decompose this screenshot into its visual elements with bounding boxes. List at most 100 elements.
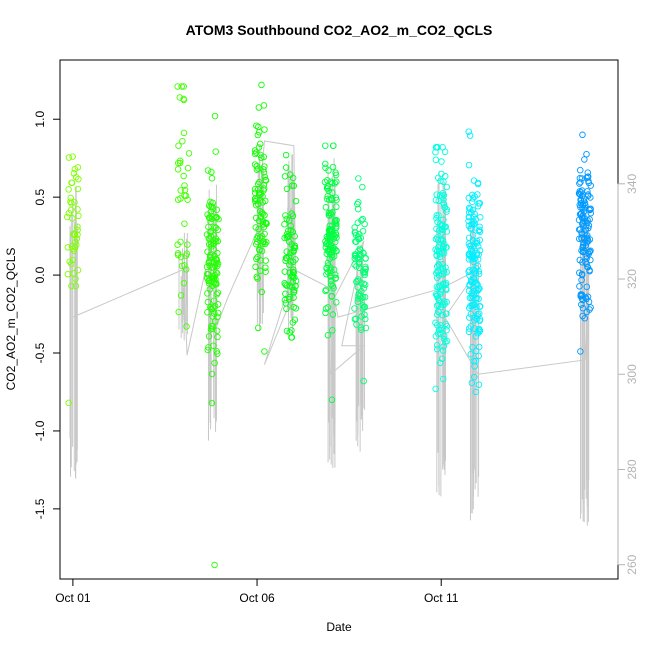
data-point	[362, 255, 369, 262]
data-point	[209, 263, 217, 271]
data-point	[586, 266, 593, 274]
data-point	[289, 268, 297, 276]
data-point	[72, 282, 80, 290]
data-point	[355, 230, 363, 238]
data-point	[587, 209, 594, 217]
data-point	[582, 226, 590, 233]
data-point	[437, 326, 444, 333]
data-point	[474, 262, 482, 270]
data-point	[180, 172, 187, 180]
data-point	[361, 271, 368, 279]
y-tick-label: -1.0	[33, 420, 47, 441]
data-point	[587, 256, 594, 264]
data-point	[443, 310, 450, 317]
data-point	[331, 180, 339, 187]
data-point	[324, 304, 332, 311]
data-point	[282, 151, 290, 159]
data-point	[433, 191, 440, 198]
data-point	[440, 196, 447, 203]
data-point	[354, 276, 362, 283]
data-point	[354, 298, 361, 306]
data-point	[256, 267, 264, 275]
y2-tick-label: 320	[625, 269, 639, 289]
data-point	[440, 201, 448, 208]
data-point	[174, 83, 181, 90]
data-point	[471, 316, 478, 324]
data-point	[433, 212, 440, 219]
data-point	[69, 256, 77, 264]
data-point	[252, 197, 259, 205]
data-point	[253, 240, 260, 248]
data-point	[439, 280, 447, 288]
data-point	[331, 217, 339, 225]
data-point	[74, 164, 82, 171]
data-point	[72, 173, 80, 181]
data-point	[261, 126, 268, 133]
data-point	[465, 194, 473, 202]
data-point	[256, 178, 263, 186]
data-point	[470, 287, 478, 295]
data-point	[208, 370, 216, 378]
data-point	[432, 148, 439, 156]
data-point	[213, 256, 220, 263]
data-point	[474, 191, 481, 198]
data-point	[65, 186, 72, 193]
data-point	[282, 281, 289, 288]
data-point	[326, 246, 334, 253]
data-points	[63, 81, 594, 569]
data-point	[322, 309, 329, 317]
data-point	[257, 190, 265, 198]
data-point	[213, 214, 220, 222]
data-point	[211, 237, 218, 244]
data-point	[262, 264, 269, 271]
data-point	[322, 305, 330, 312]
data-point	[435, 242, 443, 249]
data-point	[354, 200, 361, 208]
data-point	[260, 102, 268, 109]
data-point	[332, 230, 339, 237]
data-point	[211, 112, 219, 120]
data-point	[283, 185, 291, 193]
data-point	[332, 194, 340, 201]
data-point	[435, 197, 442, 205]
data-point	[575, 190, 583, 197]
data-point	[71, 231, 79, 239]
data-point	[285, 253, 293, 260]
data-point	[251, 150, 259, 158]
data-point	[443, 268, 450, 276]
data-point	[465, 325, 473, 332]
data-point	[474, 256, 482, 263]
data-point	[67, 198, 74, 205]
y-tick-label: 1.0	[33, 111, 47, 128]
data-point	[440, 178, 447, 186]
data-point	[282, 164, 290, 171]
data-point	[438, 355, 446, 363]
data-point	[585, 298, 593, 306]
data-point	[324, 331, 332, 339]
data-point	[360, 377, 367, 385]
data-point	[260, 168, 268, 176]
data-point	[333, 216, 340, 224]
data-point	[260, 185, 268, 192]
data-point	[584, 173, 592, 181]
data-point	[329, 311, 337, 318]
data-point	[442, 338, 449, 346]
data-point	[359, 215, 366, 223]
data-point	[214, 289, 222, 296]
data-point	[74, 185, 82, 193]
data-point	[440, 332, 448, 340]
data-point	[288, 334, 295, 341]
data-point	[439, 375, 447, 383]
data-point	[209, 199, 216, 207]
data-point	[281, 221, 288, 228]
data-point	[327, 277, 335, 284]
x-tick-label: Oct 01	[55, 591, 91, 605]
data-point	[177, 292, 185, 299]
data-point	[443, 208, 450, 215]
data-point	[586, 248, 593, 255]
data-point	[579, 259, 586, 266]
data-point	[476, 303, 484, 310]
data-point	[260, 166, 267, 173]
data-point	[281, 268, 289, 275]
data-point	[282, 290, 289, 298]
